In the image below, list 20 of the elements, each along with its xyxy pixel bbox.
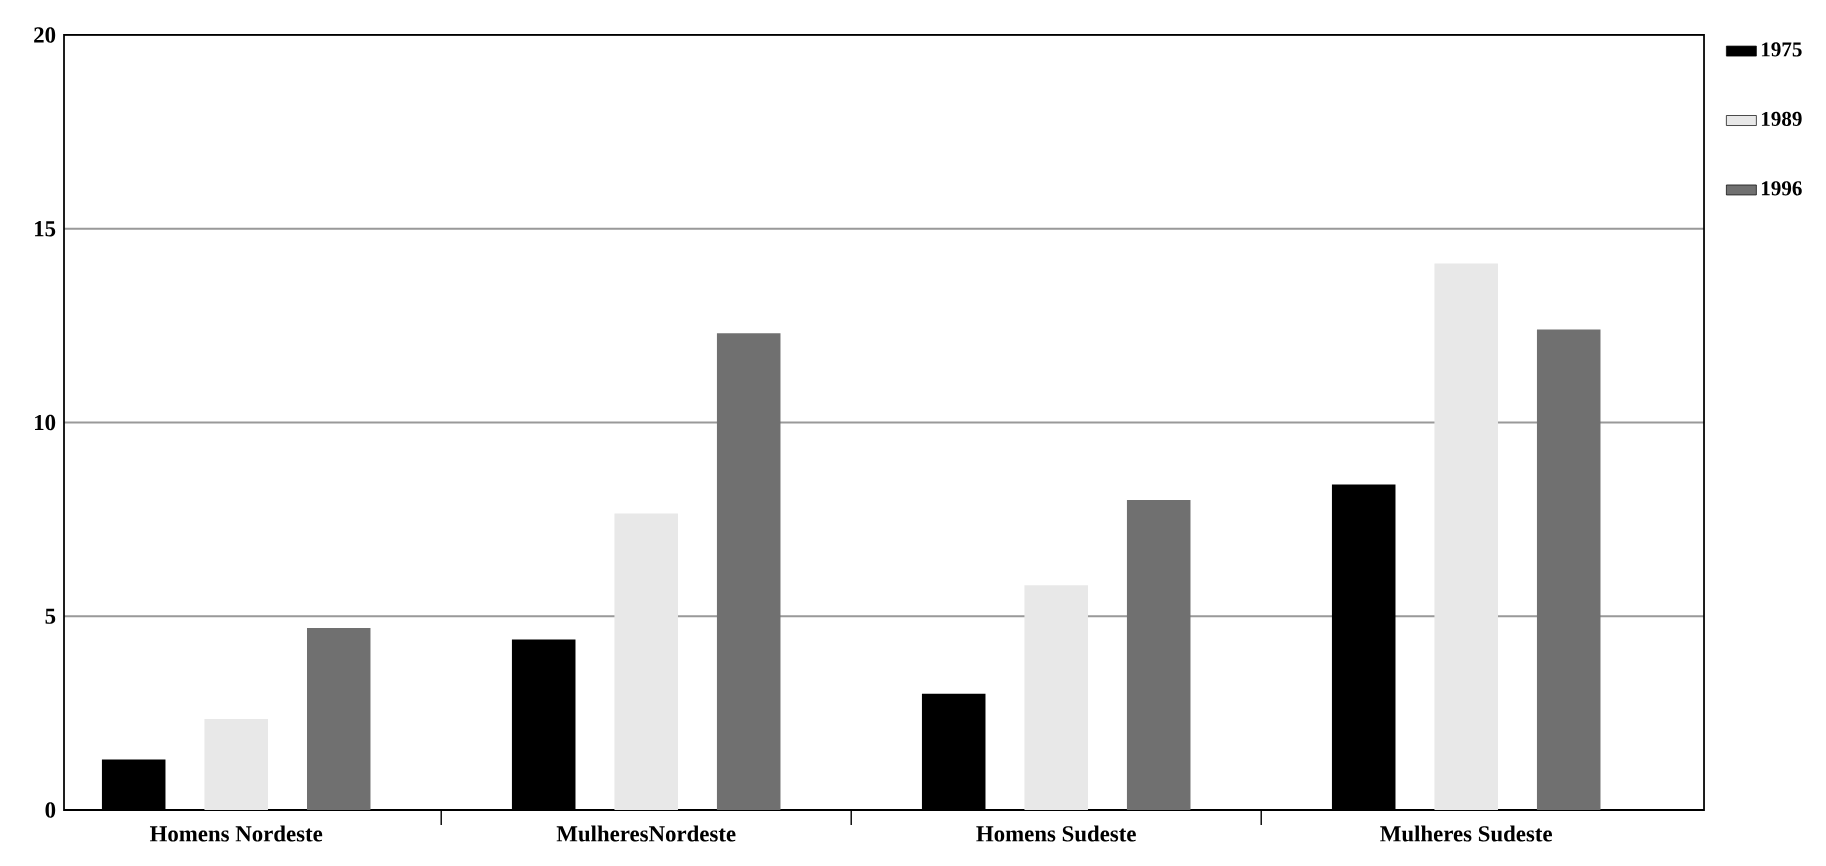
bar <box>306 627 371 810</box>
bar <box>1434 263 1498 810</box>
legend-label: 1996 <box>1761 181 1802 196</box>
y-tick-label: 5 <box>45 608 56 624</box>
bar <box>716 333 781 810</box>
y-tick-label: 20 <box>34 27 56 43</box>
bar <box>614 513 678 810</box>
y-tick-label: 15 <box>35 221 56 237</box>
bar <box>1536 329 1601 810</box>
x-tick-label: Homens Sudeste <box>976 825 1136 842</box>
bar <box>204 718 268 810</box>
bar <box>1126 499 1191 810</box>
x-tick-label: Homens Nordeste <box>149 825 323 842</box>
bar <box>1024 585 1088 810</box>
legend-label: 1975 <box>1761 42 1802 57</box>
legend-label: 1989 <box>1761 111 1802 127</box>
x-tick-label: MulheresNordeste <box>556 825 736 842</box>
x-tick-label: Mulheres Sudeste <box>1380 825 1552 842</box>
y-tick-label: 10 <box>35 414 56 431</box>
y-tick-label: 0 <box>45 802 56 818</box>
